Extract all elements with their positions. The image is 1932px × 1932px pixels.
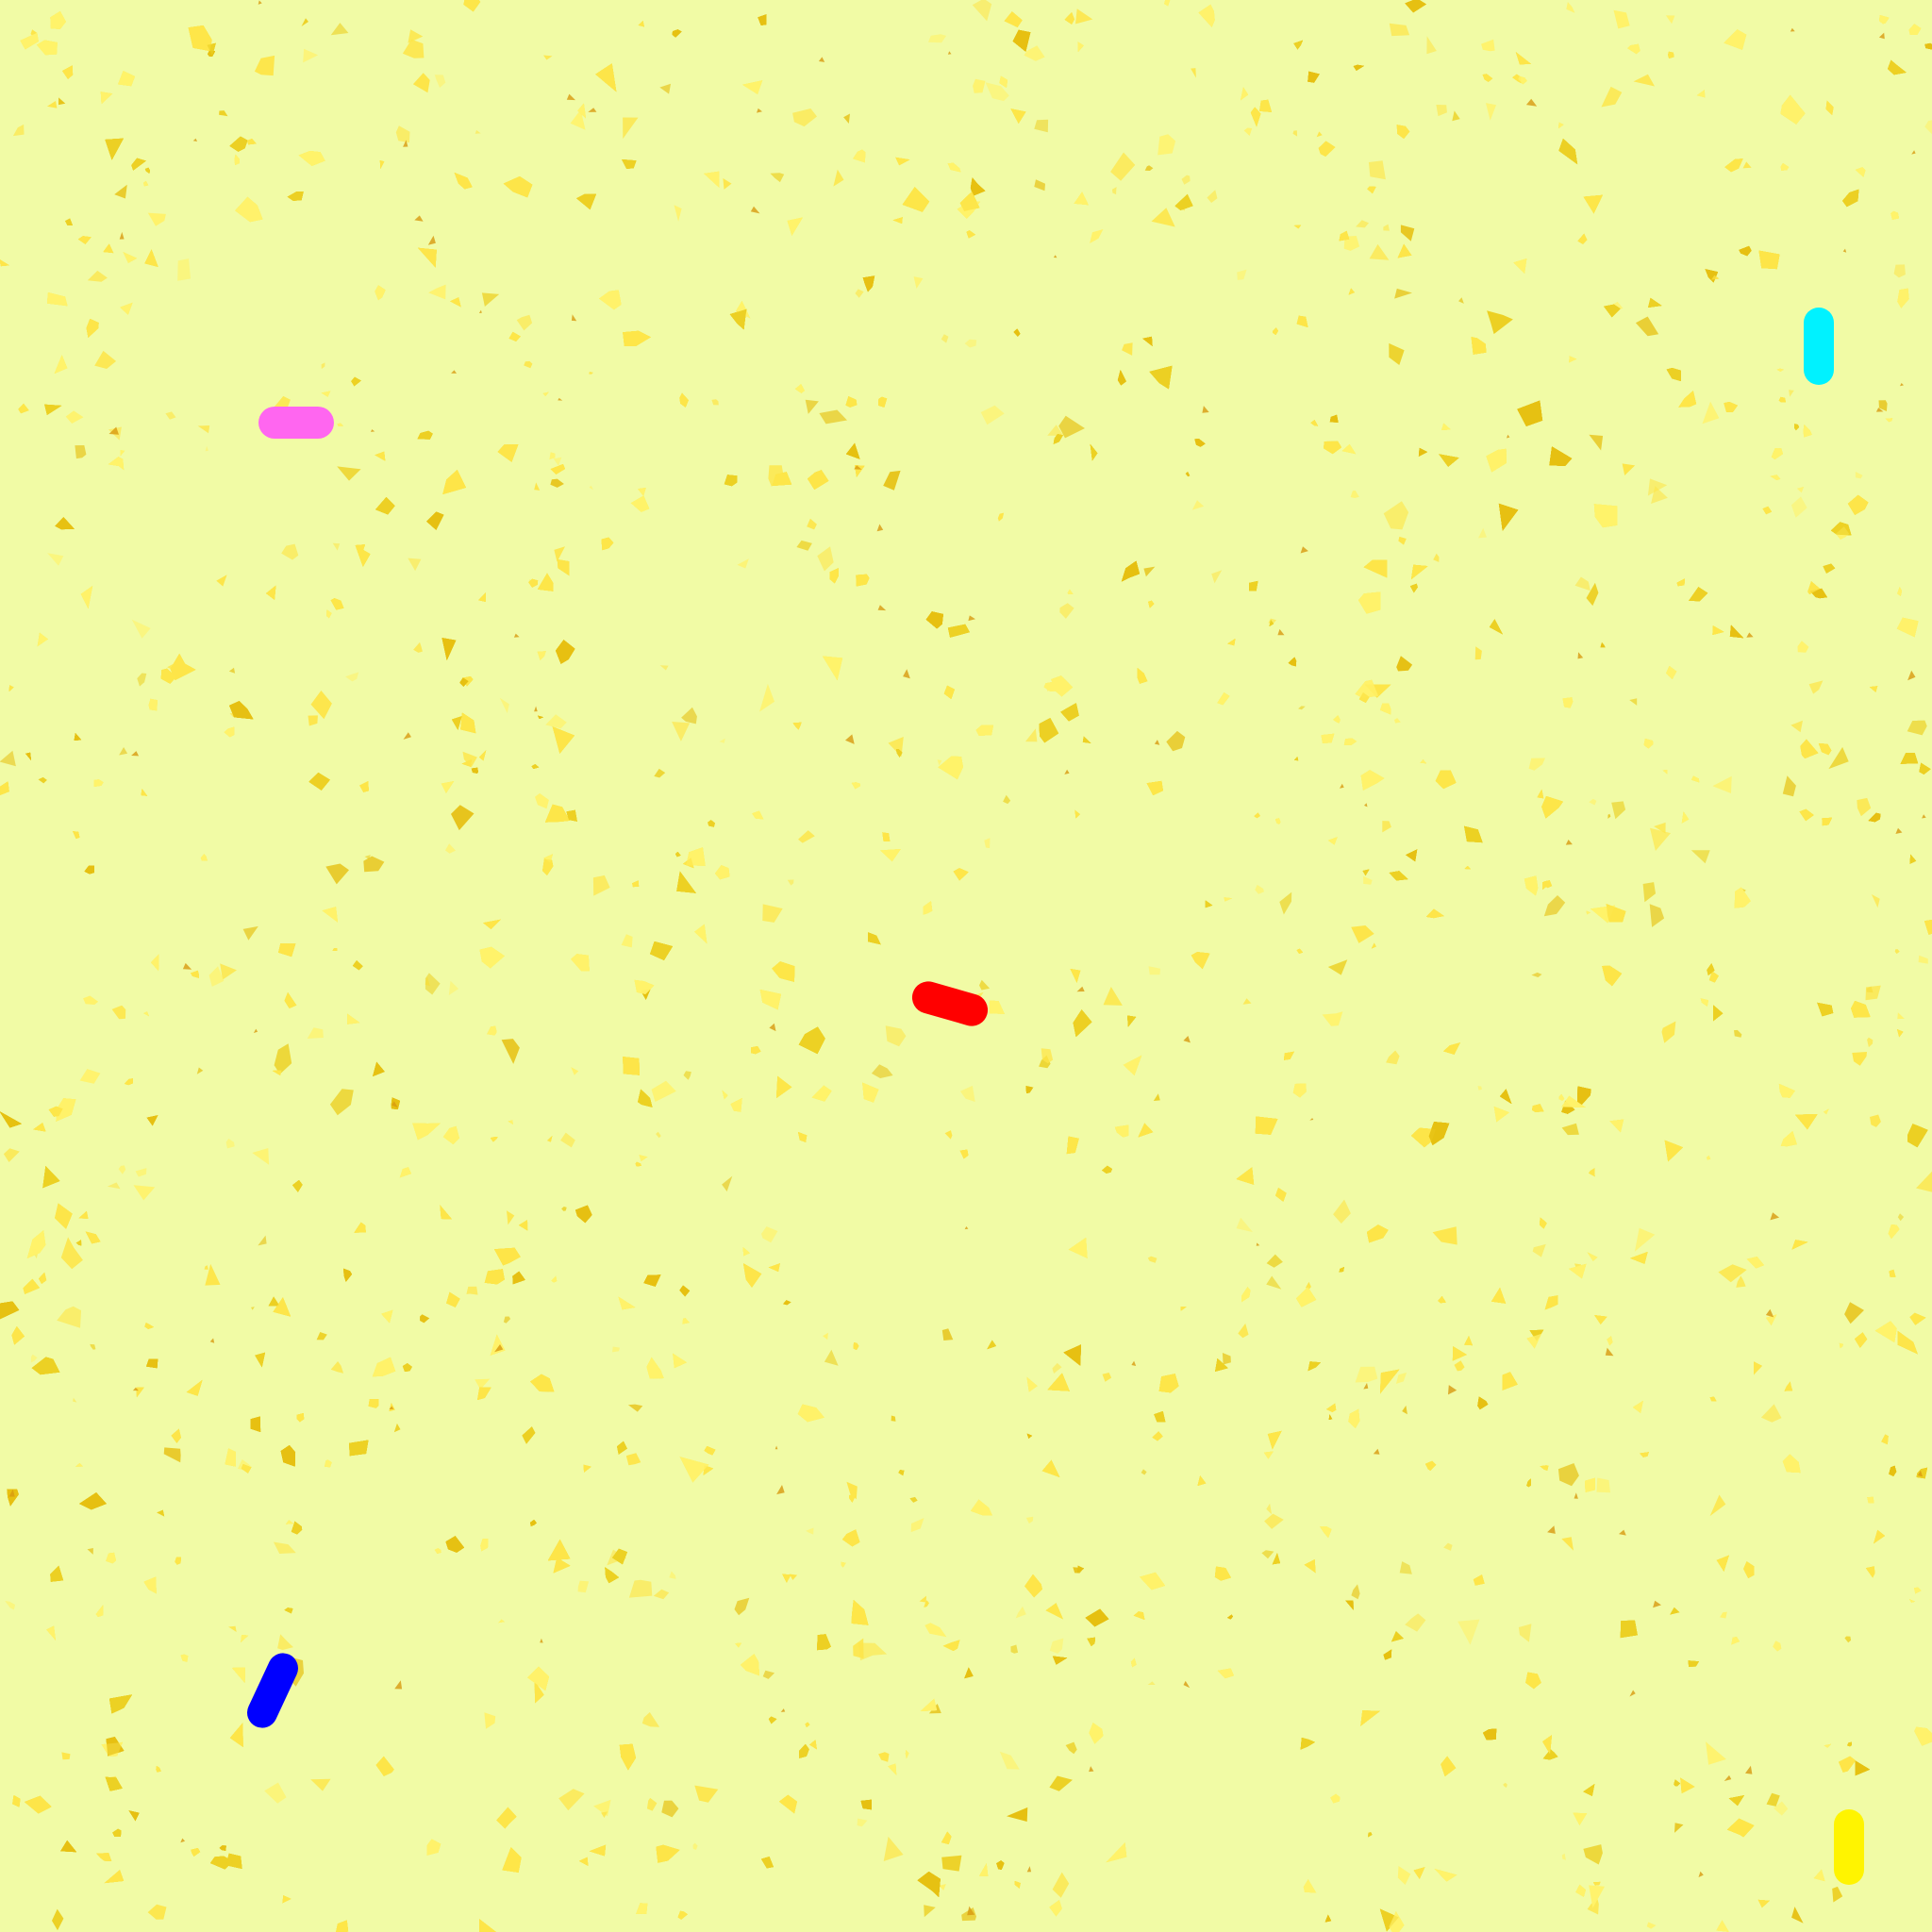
cyan-capsule[interactable] (1804, 308, 1834, 385)
blue-capsule[interactable] (242, 1648, 304, 1733)
red-capsule[interactable] (908, 977, 991, 1029)
pink-capsule[interactable] (258, 407, 334, 439)
yellow-capsule[interactable] (1834, 1809, 1864, 1885)
